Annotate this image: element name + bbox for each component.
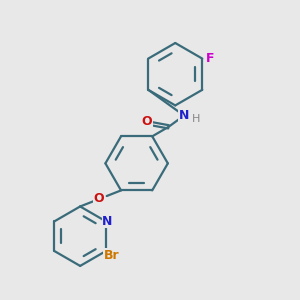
- Text: Br: Br: [103, 249, 119, 262]
- Text: O: O: [142, 115, 152, 128]
- Text: N: N: [179, 109, 189, 122]
- Text: O: O: [94, 192, 104, 205]
- Text: F: F: [206, 52, 215, 64]
- Text: H: H: [192, 113, 201, 124]
- Text: N: N: [102, 215, 112, 228]
